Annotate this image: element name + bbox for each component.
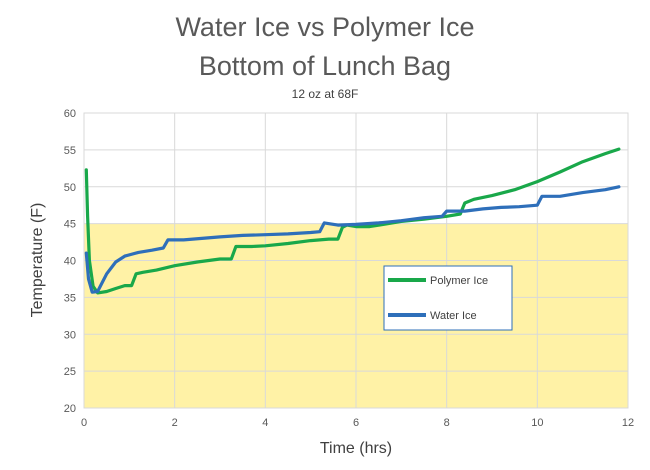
series-line-water-ice <box>84 185 621 294</box>
x-tick-label: 12 <box>622 417 634 429</box>
x-tick-label: 4 <box>262 417 268 429</box>
y-tick-label: 25 <box>64 366 76 378</box>
plot-area <box>83 112 629 409</box>
x-tick-label: 2 <box>172 417 178 429</box>
y-tick-label: 50 <box>64 182 76 194</box>
y-tick-labels: 20 25 30 35 40 45 50 55 60 <box>64 108 76 415</box>
series-group <box>84 147 621 295</box>
x-tick-label: 6 <box>353 417 359 429</box>
y-tick-label: 35 <box>64 292 76 304</box>
plot-frame <box>83 112 629 409</box>
y-tick-label: 45 <box>64 219 76 231</box>
chart-title-line2: Bottom of Lunch Bag <box>199 51 451 81</box>
x-tick-label: 0 <box>81 417 87 429</box>
y-tick-label: 40 <box>64 256 76 268</box>
x-tick-label: 8 <box>444 417 450 429</box>
y-tick-label: 60 <box>64 108 76 120</box>
x-tick-label: 10 <box>531 417 543 429</box>
y-axis-title: Temperature (F) <box>29 203 46 318</box>
legend-label-water-ice: Water Ice <box>430 310 477 322</box>
chart-title-line1: Water Ice vs Polymer Ice <box>175 12 474 42</box>
x-axis-title: Time (hrs) <box>320 440 392 457</box>
legend-label-polymer-ice: Polymer Ice <box>430 275 488 287</box>
x-tick-labels: 0 2 4 6 8 10 12 <box>81 417 634 429</box>
chart-subtitle: 12 oz at 68F <box>292 87 359 101</box>
legend: Polymer Ice Water Ice <box>383 265 513 331</box>
y-tick-label: 30 <box>64 329 76 341</box>
series-line-polymer-ice <box>84 147 621 295</box>
y-tick-label: 20 <box>64 403 76 415</box>
legend-box <box>383 265 513 331</box>
y-tick-label: 55 <box>64 145 76 157</box>
